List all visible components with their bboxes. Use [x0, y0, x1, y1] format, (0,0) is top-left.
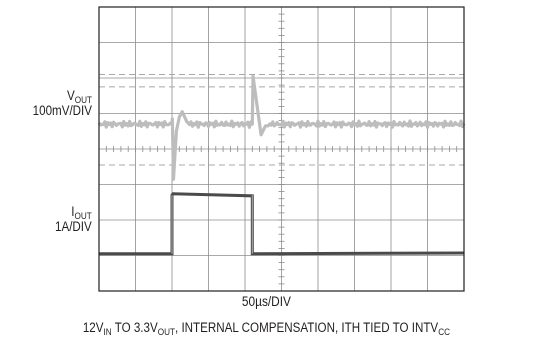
- vout-trace: [97, 74, 466, 181]
- iout-name-sub: OUT: [74, 211, 92, 222]
- caption-part-2: TO 3.3V: [111, 320, 158, 335]
- iout-scale-label: 1A/DIV: [55, 219, 92, 234]
- scope-frame: [98, 6, 465, 292]
- vout-name-sub: OUT: [74, 95, 92, 106]
- time-scale-label: 50µs/DIV: [241, 294, 291, 309]
- iout-name: IOUT: [55, 204, 92, 222]
- caption-sub-1: IN: [103, 327, 112, 338]
- caption-sub-2: OUT: [157, 327, 175, 338]
- caption-sub-3: CC: [438, 327, 450, 338]
- caption-part-3: , INTERNAL COMPENSATION, ITH TIED TO INT…: [174, 320, 439, 335]
- vout-channel-label: VOUT 100mV/DIV: [33, 88, 92, 118]
- vout-name: VOUT: [33, 88, 92, 106]
- vout-name-main: V: [66, 88, 75, 103]
- vout-scale-label: 100mV/DIV: [32, 103, 92, 118]
- iout-channel-label: IOUT 1A/DIV: [55, 204, 92, 234]
- caption-part-1: 12V: [82, 320, 104, 335]
- iout-name-main: I: [71, 204, 75, 219]
- figure-caption: 12VIN TO 3.3VOUT, INTERNAL COMPENSATION,…: [37, 320, 495, 338]
